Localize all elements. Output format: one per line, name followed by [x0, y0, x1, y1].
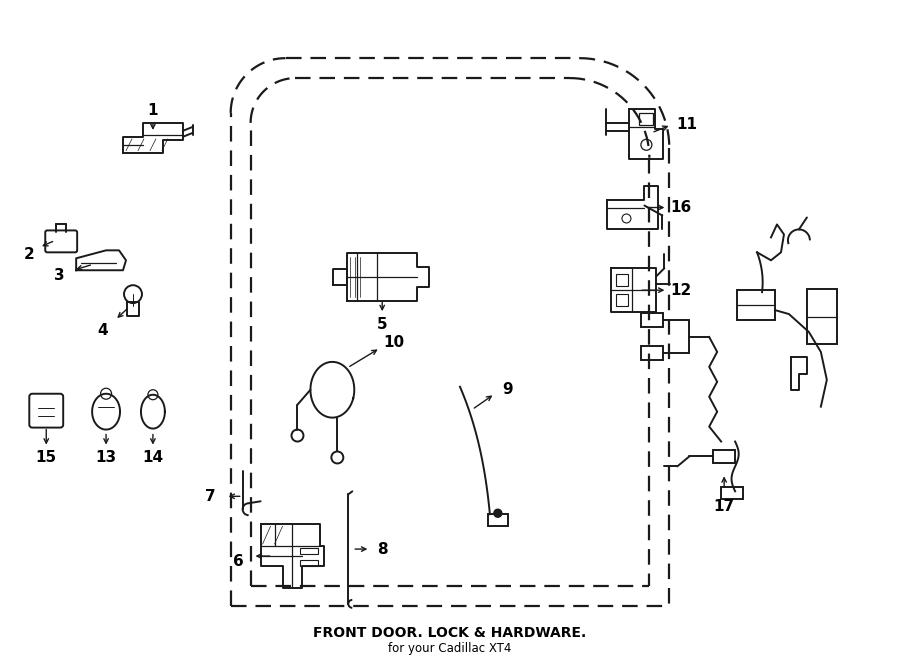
Text: 14: 14	[142, 450, 164, 465]
Text: 13: 13	[95, 450, 117, 465]
Text: 4: 4	[98, 322, 108, 338]
Text: 9: 9	[502, 382, 513, 397]
Bar	[616, 294, 628, 306]
Text: 7: 7	[205, 489, 216, 504]
Bar	[301, 560, 319, 566]
Bar	[713, 449, 735, 463]
Bar	[639, 113, 653, 125]
Text: 12: 12	[670, 283, 692, 298]
Bar	[807, 289, 837, 344]
Text: 1: 1	[148, 103, 158, 118]
Bar	[642, 346, 663, 360]
Text: 2: 2	[24, 247, 35, 262]
Text: 11: 11	[677, 117, 698, 132]
Bar	[301, 548, 319, 554]
Text: 3: 3	[54, 267, 65, 283]
Bar	[721, 487, 743, 499]
Text: 15: 15	[36, 450, 57, 465]
Text: 5: 5	[377, 316, 388, 332]
Text: FRONT DOOR. LOCK & HARDWARE.: FRONT DOOR. LOCK & HARDWARE.	[313, 626, 587, 639]
Circle shape	[494, 509, 502, 517]
Bar	[642, 313, 663, 327]
Text: 6: 6	[233, 553, 244, 569]
Text: for your Cadillac XT4: for your Cadillac XT4	[388, 642, 512, 655]
Bar	[616, 274, 628, 286]
Text: 8: 8	[377, 542, 388, 557]
Text: 10: 10	[383, 336, 405, 350]
Bar	[737, 290, 775, 320]
Bar	[488, 514, 508, 526]
Text: 17: 17	[714, 498, 734, 514]
Text: 16: 16	[670, 200, 692, 215]
